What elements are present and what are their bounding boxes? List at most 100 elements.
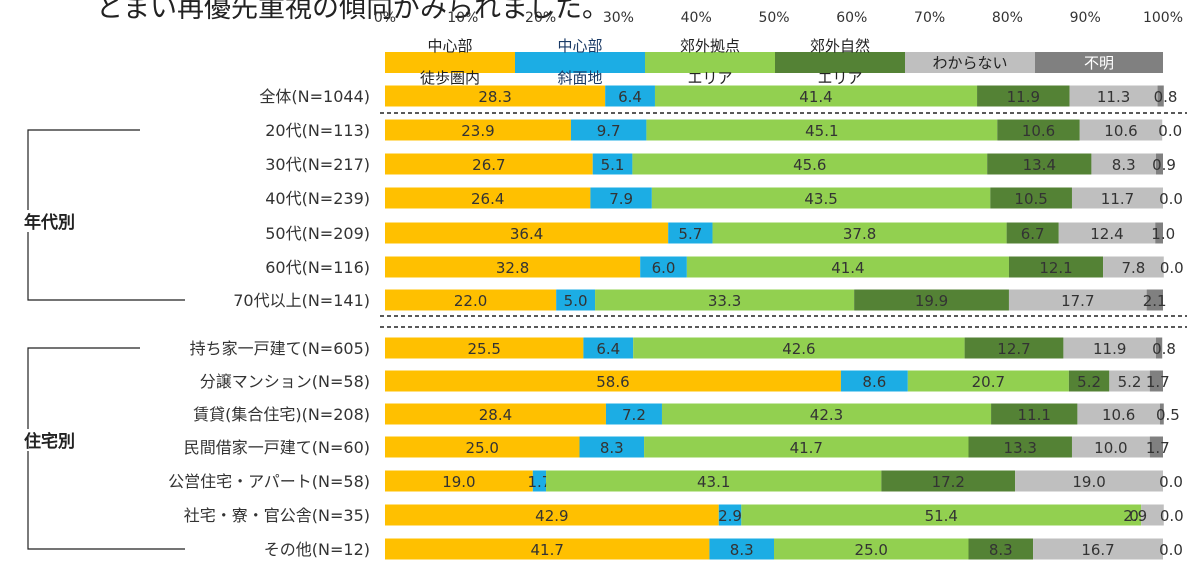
- data-label: 2.9: [718, 507, 742, 525]
- data-label: 0.0: [1159, 541, 1183, 559]
- bar-segment: [987, 153, 1092, 175]
- data-label: 25.0: [855, 541, 888, 559]
- x-tick-label: 0%: [374, 10, 396, 26]
- bar-segment: [1063, 337, 1156, 359]
- legend-label: 郊外拠点: [680, 37, 740, 55]
- data-label: 12.4: [1090, 225, 1123, 243]
- legend-swatch: [905, 52, 1035, 73]
- data-label: 0.0: [1158, 122, 1182, 140]
- data-label: 10.6: [1102, 406, 1135, 424]
- bar-segment: [385, 187, 591, 209]
- data-label: 6.4: [618, 88, 642, 106]
- data-label: 8.3: [600, 439, 624, 457]
- data-label: 2.1: [1143, 292, 1167, 310]
- data-label: 41.4: [831, 259, 864, 277]
- row-label: 60代(N=116): [265, 258, 370, 277]
- bar-segment: [385, 538, 710, 560]
- bar-segment: [385, 403, 606, 425]
- bar-segment: [385, 85, 606, 107]
- row-label: 分譲マンション(N=58): [200, 372, 370, 391]
- row-label: 民間借家一戸建て(N=60): [184, 438, 370, 457]
- bar-segment: [385, 370, 841, 392]
- bar-segment: [964, 337, 1064, 359]
- row-label: 30代(N=217): [265, 155, 370, 174]
- legend-swatch: [385, 52, 515, 73]
- data-label: 13.3: [1004, 439, 1037, 457]
- bar-segment: [532, 470, 547, 492]
- data-label: 42.3: [810, 406, 843, 424]
- bar-segment: [1008, 289, 1147, 311]
- bar-segment: [385, 256, 641, 278]
- bar-segment: [881, 470, 1016, 492]
- bar-segment: [1071, 187, 1163, 209]
- legend-label: エリア: [817, 69, 862, 87]
- bar-segment: [385, 504, 719, 526]
- data-label: 23.9: [461, 122, 494, 140]
- data-label: 10.6: [1022, 122, 1055, 140]
- bar-segment: [997, 119, 1080, 141]
- data-label: 10.5: [1014, 190, 1047, 208]
- data-label: 58.6: [596, 373, 629, 391]
- legend-label: 徒歩圏内: [420, 69, 480, 87]
- data-label: 8.6: [862, 373, 886, 391]
- data-label: 37.8: [843, 225, 876, 243]
- bar-segment: [651, 187, 991, 209]
- data-label: 7.2: [622, 406, 646, 424]
- bar-segment: [640, 256, 687, 278]
- x-tick-label: 50%: [758, 10, 789, 26]
- bar-segment: [385, 119, 571, 141]
- bar-segment: [385, 470, 533, 492]
- data-label: 12.7: [997, 340, 1030, 358]
- data-label: 11.7: [1101, 190, 1134, 208]
- row-label: 公営住宅・アパート(N=58): [168, 472, 370, 491]
- data-label: 41.7: [790, 439, 823, 457]
- data-label: 36.4: [510, 225, 543, 243]
- bar-segment: [1068, 370, 1110, 392]
- bar-segment: [1141, 504, 1164, 526]
- data-label: 28.4: [479, 406, 512, 424]
- data-label: 1.7: [1146, 373, 1170, 391]
- data-label: 26.4: [471, 190, 504, 208]
- data-label: 11.9: [1093, 340, 1126, 358]
- bar-segment: [1155, 337, 1163, 359]
- bar-segment: [385, 289, 557, 311]
- bar-segment: [1157, 85, 1164, 107]
- bar-segment: [1155, 222, 1163, 244]
- data-label: 5.7: [678, 225, 702, 243]
- group-label-bg: [18, 429, 88, 451]
- row-label: 50代(N=209): [265, 224, 370, 243]
- data-label: 10.0: [1094, 439, 1127, 457]
- chart-title: とまい再優先重視の傾向がみられました。: [96, 0, 609, 24]
- bar-segment: [1146, 289, 1163, 311]
- data-label: 33.3: [708, 292, 741, 310]
- bar-segment: [991, 403, 1078, 425]
- data-label: 13.4: [1023, 156, 1056, 174]
- data-label: 11.9: [1007, 88, 1040, 106]
- bar-segment: [709, 538, 774, 560]
- data-label: 19.0: [442, 473, 475, 491]
- data-label: 7.8: [1122, 259, 1146, 277]
- bar-segment: [546, 470, 882, 492]
- bar-segment: [385, 337, 584, 359]
- data-label: 11.1: [1018, 406, 1051, 424]
- data-label: 6.0: [652, 259, 676, 277]
- bar-segment: [592, 153, 633, 175]
- x-tick-label: 70%: [914, 10, 945, 26]
- group-label-bg: [18, 210, 88, 232]
- legend-label: 郊外自然: [810, 37, 870, 55]
- data-label: 17.7: [1061, 292, 1094, 310]
- bar-segment: [1008, 256, 1104, 278]
- row-label: 70代以上(N=141): [233, 291, 370, 310]
- bar-segment: [968, 436, 1072, 458]
- x-tick-label: 90%: [1070, 10, 1101, 26]
- data-label: 26.7: [472, 156, 505, 174]
- data-label: 45.6: [793, 156, 826, 174]
- row-label: 社宅・寮・官公舎(N=35): [184, 506, 370, 525]
- data-label: 0.0: [1159, 190, 1183, 208]
- bar-segment: [1159, 403, 1164, 425]
- data-label: 6.7: [1021, 225, 1045, 243]
- group-label: 年代別: [24, 212, 75, 233]
- row-label: 全体(N=1044): [259, 87, 370, 106]
- data-label: 5.1: [601, 156, 625, 174]
- bar-segment: [686, 256, 1009, 278]
